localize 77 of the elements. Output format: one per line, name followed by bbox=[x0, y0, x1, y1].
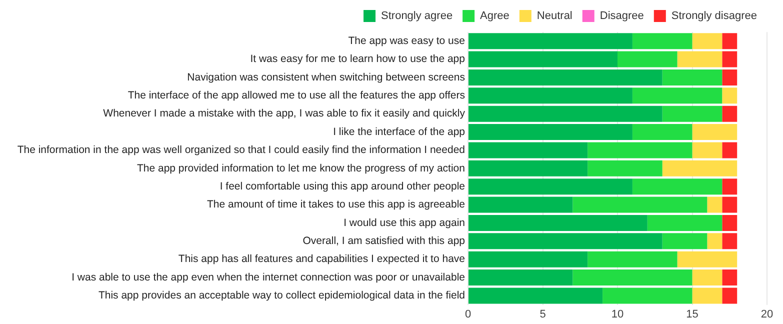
bar bbox=[722, 233, 738, 250]
bar bbox=[572, 196, 708, 213]
bar bbox=[722, 196, 738, 213]
bar bbox=[722, 142, 738, 158]
bar bbox=[722, 214, 738, 231]
bar bbox=[588, 251, 678, 268]
bar bbox=[468, 178, 632, 195]
y-tick-label: It was easy for me to learn how to use the app bbox=[250, 53, 466, 66]
y-tick-label: The information in the app was well organized so that I could easily find the information I needed bbox=[17, 144, 466, 156]
legend-label: Agree bbox=[480, 10, 510, 22]
bar bbox=[468, 251, 588, 268]
bar bbox=[468, 270, 573, 286]
x-tick-label: 5 bbox=[540, 308, 546, 320]
bar bbox=[572, 270, 692, 286]
bar bbox=[602, 288, 692, 304]
bar bbox=[632, 124, 692, 140]
y-tick-label: The amount of time it takes to use this app is agreeable bbox=[207, 198, 466, 211]
bar bbox=[662, 106, 722, 122]
bar bbox=[662, 233, 708, 250]
bar bbox=[632, 178, 722, 195]
y-tick-label: The app was easy to use bbox=[348, 34, 466, 47]
y-tick-label: I would use this app again bbox=[344, 216, 466, 229]
bar bbox=[588, 160, 662, 176]
bar bbox=[468, 51, 618, 68]
y-tick-label: Whenever I made a mistake with the app, I was able to fix it easily and quickly bbox=[103, 108, 466, 120]
bar bbox=[692, 270, 722, 286]
y-tick-label: Navigation was consistent when switching between screens bbox=[187, 71, 465, 84]
bar bbox=[677, 51, 722, 68]
x-tick-label: 10 bbox=[611, 308, 624, 320]
bar bbox=[647, 214, 722, 231]
bar bbox=[692, 124, 738, 140]
legend-label: Strongly agree bbox=[381, 10, 453, 22]
bar bbox=[588, 142, 692, 158]
bar bbox=[468, 106, 662, 122]
bar bbox=[692, 288, 722, 304]
bar bbox=[632, 88, 722, 104]
bar bbox=[662, 69, 722, 86]
x-tick-label: 15 bbox=[686, 308, 698, 320]
bar bbox=[662, 160, 738, 176]
bar bbox=[722, 88, 738, 104]
bar bbox=[468, 88, 632, 104]
bar bbox=[468, 214, 648, 231]
bar bbox=[468, 160, 588, 176]
bar bbox=[722, 270, 738, 286]
bar bbox=[722, 106, 738, 122]
bar bbox=[707, 233, 722, 250]
y-tick-label: This app provides an acceptable way to collect epidemiological data in the field bbox=[98, 290, 466, 302]
bar bbox=[722, 288, 738, 304]
y-tick-label: Overall, I am satisfied with this app bbox=[302, 235, 466, 248]
bar bbox=[632, 33, 692, 50]
bar bbox=[468, 142, 588, 158]
legend-label: Neutral bbox=[536, 10, 572, 22]
x-tick-label: 20 bbox=[760, 308, 774, 320]
bar bbox=[722, 51, 738, 68]
y-tick-label: The app provided information to let me know the progress of my action bbox=[136, 162, 466, 174]
bar bbox=[722, 33, 738, 50]
bar bbox=[692, 142, 722, 158]
y-tick-label: I was able to use the app even when the internet connection was poor or unavailable bbox=[72, 271, 466, 284]
bar bbox=[468, 124, 632, 140]
x-tick-label: 0 bbox=[464, 308, 472, 320]
bar bbox=[468, 288, 603, 304]
bar bbox=[618, 51, 678, 68]
y-tick-label: The interface of the app allowed me to use all the features the app offers bbox=[128, 90, 465, 102]
legend-label: Strongly disagree bbox=[671, 10, 758, 22]
y-tick-label: This app has all features and capabilities I expected it to have bbox=[178, 253, 466, 266]
bar bbox=[677, 251, 738, 268]
bar bbox=[692, 33, 722, 50]
bar bbox=[468, 233, 662, 250]
y-tick-label: I feel comfortable using this app around other people bbox=[220, 180, 466, 192]
bar bbox=[468, 69, 662, 86]
legend-label: Disagree bbox=[600, 10, 644, 22]
bar bbox=[707, 196, 722, 213]
bar bbox=[468, 33, 632, 50]
bar bbox=[722, 69, 738, 86]
y-tick-label: I like the interface of the app bbox=[333, 126, 466, 138]
bar bbox=[722, 178, 738, 195]
bar bbox=[468, 196, 573, 213]
